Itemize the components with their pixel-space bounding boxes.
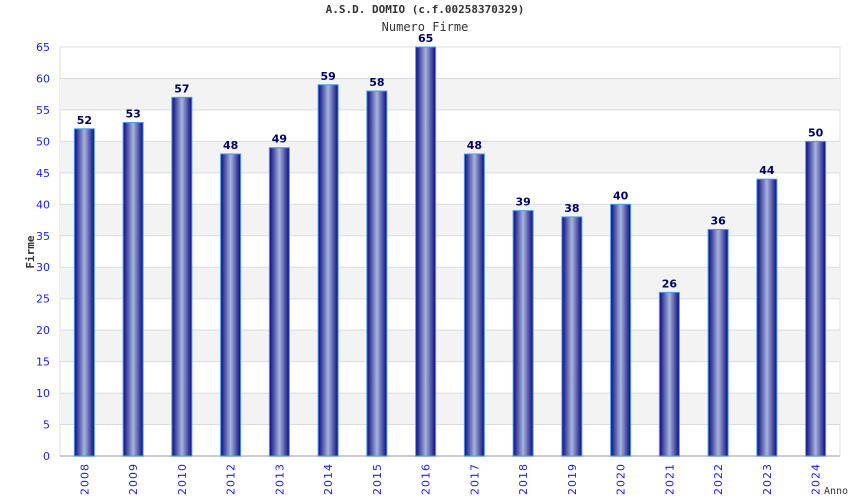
data-label: 65: [418, 32, 433, 45]
data-label: 58: [369, 76, 384, 89]
chart-subtitle: Numero Firme: [382, 20, 469, 34]
data-label: 53: [125, 108, 140, 121]
bar: [610, 203, 632, 457]
bar: [73, 128, 95, 457]
y-tick-label: 10: [36, 387, 50, 400]
bar: [415, 46, 437, 457]
data-label: 48: [467, 139, 482, 152]
data-label: 39: [515, 196, 530, 209]
y-tick-label: 0: [43, 450, 50, 463]
bar: [268, 147, 290, 457]
x-tick-label: 2022: [712, 463, 725, 495]
x-tick-label: 2024: [810, 463, 823, 495]
y-tick-label: 50: [36, 135, 50, 148]
y-tick-label: 30: [36, 261, 50, 274]
bar: [512, 210, 534, 457]
x-tick-label: 2012: [225, 463, 238, 495]
x-tick-label: 2021: [663, 463, 676, 495]
x-tick-label: 2023: [761, 463, 774, 495]
x-tick-label: 2015: [371, 463, 384, 495]
data-label: 40: [613, 189, 629, 202]
x-tick-label: 2016: [420, 463, 433, 495]
data-label: 59: [320, 70, 335, 83]
x-tick-label: 2020: [615, 463, 628, 495]
bar: [756, 178, 778, 457]
y-tick-label: 15: [36, 356, 50, 369]
bar: [220, 153, 242, 457]
bar: [171, 96, 193, 457]
data-label: 57: [174, 82, 189, 95]
data-label: 38: [564, 202, 579, 215]
bar: [366, 90, 388, 457]
bar: [122, 122, 144, 457]
y-tick-label: 45: [36, 167, 50, 180]
x-tick-label: 2013: [273, 463, 286, 495]
x-tick-label: 2017: [468, 463, 481, 495]
data-label: 48: [223, 139, 238, 152]
data-label: 36: [710, 214, 726, 227]
x-tick-label: 2018: [517, 463, 530, 495]
x-tick-label: 2019: [566, 463, 579, 495]
x-tick-label: 2008: [78, 463, 91, 495]
data-label: 44: [759, 164, 775, 177]
y-tick-label: 40: [36, 198, 50, 211]
y-axis-label: Firme: [24, 235, 37, 268]
bar: [658, 291, 680, 457]
bar: [707, 228, 729, 457]
data-label: 50: [808, 126, 824, 139]
y-tick-label: 25: [36, 293, 50, 306]
data-label: 26: [662, 277, 678, 290]
y-tick-label: 65: [36, 41, 50, 54]
x-axis-label: Anno: [824, 486, 848, 497]
data-label: 49: [272, 133, 287, 146]
x-tick-label: 2014: [322, 463, 335, 495]
x-tick-label: 2009: [127, 463, 140, 495]
y-tick-label: 20: [36, 324, 50, 337]
y-tick-label: 60: [36, 72, 50, 85]
bar: [805, 140, 827, 457]
bar: [317, 84, 339, 457]
y-tick-label: 35: [36, 230, 50, 243]
data-label: 52: [77, 114, 92, 127]
bar: [561, 216, 583, 457]
y-tick-label: 5: [43, 419, 50, 432]
bar: [463, 153, 485, 457]
chart-title: A.S.D. DOMIO (c.f.00258370329): [326, 3, 525, 16]
x-tick-label: 2010: [176, 463, 189, 495]
y-tick-label: 55: [36, 104, 50, 117]
